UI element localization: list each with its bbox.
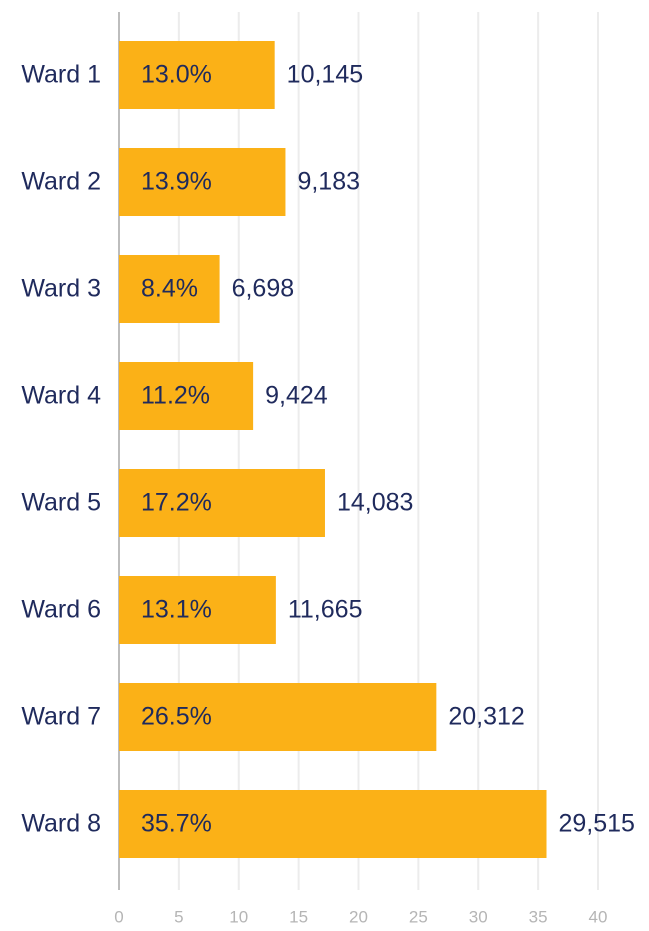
bar: [119, 255, 220, 323]
y-tick-label: Ward 7: [21, 703, 101, 731]
y-tick-label: Ward 6: [21, 596, 101, 624]
count-label: 9,183: [297, 168, 360, 196]
bar: [119, 790, 547, 858]
value-label: 13.9%: [141, 168, 212, 196]
value-label: 26.5%: [141, 703, 212, 731]
count-label: 10,145: [287, 61, 363, 89]
bar: [119, 148, 286, 216]
x-tick-label: 25: [409, 907, 428, 926]
y-tick-label: Ward 5: [21, 489, 101, 517]
y-tick-label: Ward 2: [21, 168, 101, 196]
count-label: 20,312: [448, 703, 524, 731]
x-tick-label: 5: [174, 907, 183, 926]
count-label: 11,665: [288, 596, 363, 624]
x-tick-label: 30: [469, 907, 488, 926]
count-label: 14,083: [337, 489, 413, 517]
value-label: 8.4%: [141, 275, 198, 303]
value-label: 17.2%: [141, 489, 212, 517]
count-label: 29,515: [559, 810, 635, 838]
x-tick-label: 40: [589, 907, 608, 926]
y-tick-label: Ward 4: [21, 382, 101, 410]
x-tick-label: 20: [349, 907, 368, 926]
x-tick-label: 15: [289, 907, 308, 926]
value-label: 11.2%: [141, 382, 210, 410]
count-label: 6,698: [232, 275, 295, 303]
x-tick-label: 35: [529, 907, 548, 926]
y-tick-label: Ward 8: [21, 810, 101, 838]
y-tick-label: Ward 1: [21, 61, 101, 89]
bar: [119, 469, 325, 537]
bar: [119, 683, 437, 751]
value-label: 13.0%: [141, 61, 212, 89]
value-label: 13.1%: [141, 596, 212, 624]
y-tick-label: Ward 3: [21, 275, 101, 303]
bar: [119, 41, 275, 109]
x-tick-label: 0: [114, 907, 123, 926]
count-label: 9,424: [265, 382, 328, 410]
bar: [119, 362, 254, 430]
x-tick-label: 10: [229, 907, 248, 926]
value-label: 35.7%: [141, 810, 212, 838]
bar: [119, 576, 276, 644]
